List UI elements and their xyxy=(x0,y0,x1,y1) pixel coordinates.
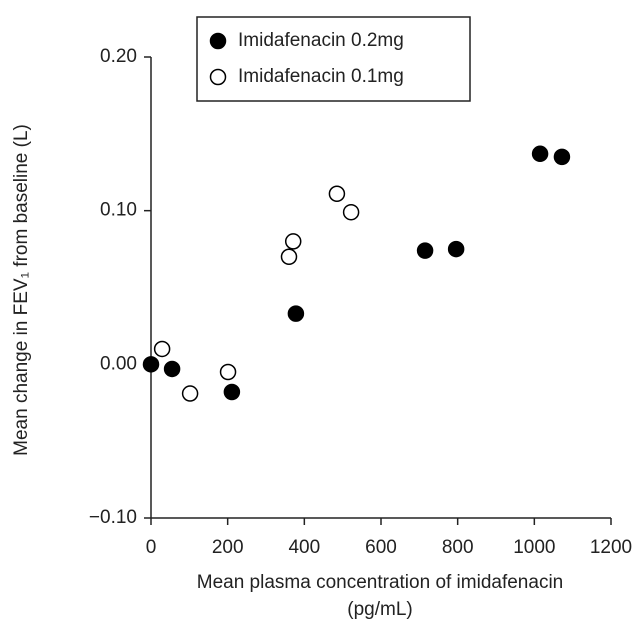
legend-marker xyxy=(209,32,227,50)
y-axis-label: Mean change in FEV₁ from baseline (L) xyxy=(11,124,32,456)
data-point xyxy=(328,185,346,203)
x-tick-label: 1200 xyxy=(590,537,632,558)
x-tick-label: 600 xyxy=(365,537,397,558)
x-axis-label: (pg/mL) xyxy=(347,599,412,620)
y-tick-label: 0.20 xyxy=(100,46,137,67)
data-point xyxy=(280,248,298,266)
legend-box xyxy=(196,16,471,102)
data-point xyxy=(284,233,302,250)
y-tick-label: 0.00 xyxy=(100,353,137,374)
x-tick-label: 200 xyxy=(212,537,244,558)
legend-label: Imidafenacin 0.1mg xyxy=(238,66,404,87)
data-point xyxy=(223,383,241,401)
data-point xyxy=(531,145,549,163)
data-point xyxy=(416,242,434,259)
x-tick-label: 400 xyxy=(288,537,320,558)
data-point xyxy=(342,203,360,221)
y-tick-label: −0.10 xyxy=(89,507,137,528)
data-point xyxy=(163,360,181,378)
x-tick-label: 800 xyxy=(442,537,474,558)
x-axis-label: Mean plasma concentration of imidafenaci… xyxy=(197,572,563,593)
data-point xyxy=(153,340,171,358)
data-point xyxy=(287,305,305,322)
data-point xyxy=(447,240,465,258)
x-tick-label: 1000 xyxy=(513,537,555,558)
legend-marker xyxy=(209,68,227,86)
data-point xyxy=(553,148,571,166)
data-point xyxy=(181,385,199,402)
legend-label: Imidafenacin 0.2mg xyxy=(238,30,404,51)
y-tick-label: 0.10 xyxy=(100,200,137,221)
data-point xyxy=(142,356,160,373)
data-point xyxy=(219,363,237,381)
x-tick-label: 0 xyxy=(146,537,157,558)
